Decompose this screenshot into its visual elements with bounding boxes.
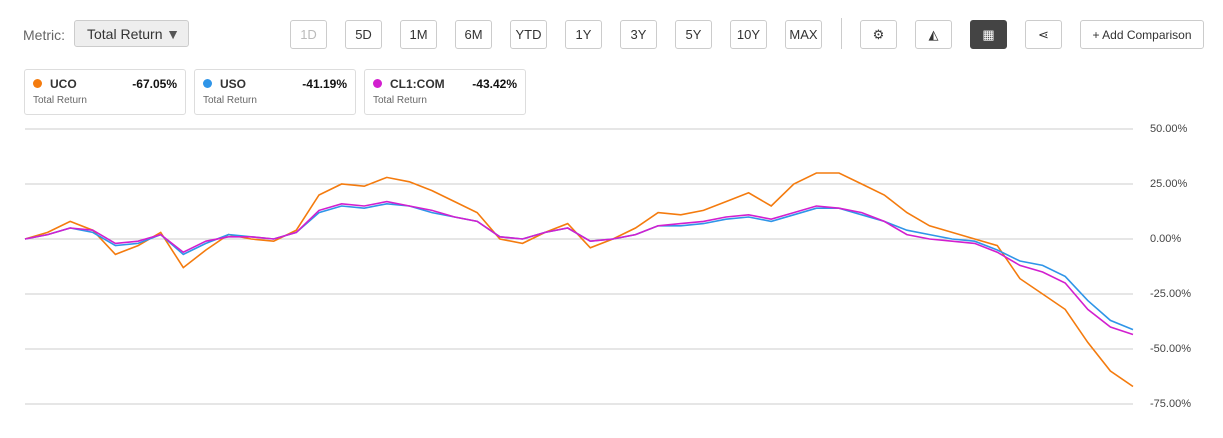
- divider: [841, 18, 842, 49]
- metric-value: Total Return: [87, 25, 163, 42]
- legend-dot: [373, 79, 382, 88]
- range-button[interactable]: MAX: [785, 20, 822, 49]
- range-button[interactable]: 3Y: [620, 20, 657, 49]
- series-line: [24, 200, 1134, 336]
- y-tick-label: 50.00%: [1150, 123, 1188, 135]
- legend-caption: Total Return: [203, 95, 257, 106]
- legend-value: -67.05%: [132, 77, 177, 91]
- legend-card: USO -41.19% Total Return: [194, 69, 356, 115]
- series-line: [24, 172, 1134, 388]
- y-tick-label: -75.00%: [1150, 398, 1191, 410]
- legend-dot: [203, 79, 212, 88]
- y-tick-label: -25.00%: [1150, 288, 1191, 300]
- range-button[interactable]: 6M: [455, 20, 492, 49]
- arrow: ▼: [166, 25, 180, 42]
- range-button[interactable]: 5D: [345, 20, 382, 49]
- legend-card: CL1:COM -43.42% Total Return: [364, 69, 526, 115]
- range-button[interactable]: 5Y: [675, 20, 712, 49]
- metric-select[interactable]: Total Return ▼: [74, 20, 189, 47]
- chart-type-button[interactable]: ◭: [915, 20, 952, 49]
- add-comparison[interactable]: + Add Comparison: [1080, 20, 1204, 49]
- settings-button[interactable]: ⚙: [860, 20, 897, 49]
- range-button[interactable]: YTD: [510, 20, 547, 49]
- legend-name: USO: [220, 77, 247, 91]
- legend-caption: Total Return: [33, 95, 87, 106]
- table-button[interactable]: ▦: [970, 20, 1007, 49]
- range-button[interactable]: 1D: [290, 20, 327, 49]
- share-button[interactable]: ⋖: [1025, 20, 1062, 49]
- legend-card: UCO -67.05% Total Return: [24, 69, 186, 115]
- legend-caption: Total Return: [373, 95, 427, 106]
- metric-label: Metric:: [23, 27, 65, 43]
- y-tick-label: 0.00%: [1150, 233, 1181, 245]
- legend-value: -41.19%: [302, 77, 347, 91]
- legend-value: -43.42%: [472, 77, 517, 91]
- range-button[interactable]: 10Y: [730, 20, 767, 49]
- range-button[interactable]: 1M: [400, 20, 437, 49]
- y-tick-label: -50.00%: [1150, 343, 1191, 355]
- legend-name: UCO: [50, 77, 77, 91]
- range-button[interactable]: 1Y: [565, 20, 602, 49]
- series-line: [24, 202, 1134, 331]
- legend-dot: [33, 79, 42, 88]
- legend-name: CL1:COM: [390, 77, 445, 91]
- y-tick-label: 25.00%: [1150, 178, 1188, 190]
